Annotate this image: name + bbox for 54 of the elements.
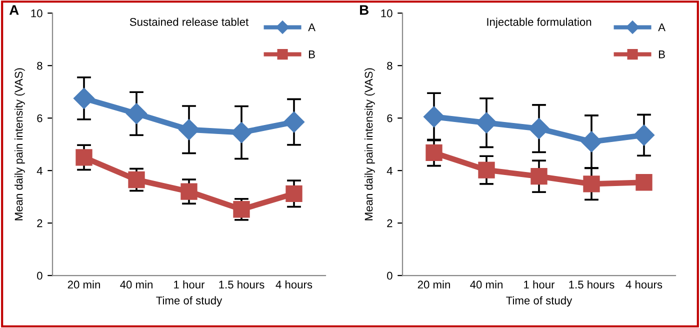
y-tick-label: 6 (37, 114, 42, 122)
x-axis-title: Time of study (156, 296, 222, 307)
point (426, 144, 442, 162)
point (230, 122, 252, 144)
x-tick-label: 20 min (418, 280, 450, 289)
point (530, 168, 548, 185)
x-tick-label: 40 min (470, 280, 502, 289)
point (76, 149, 92, 166)
legend-label: A (308, 24, 316, 32)
point (423, 106, 445, 128)
text: B (360, 5, 368, 15)
y-tick-label: 2 (387, 219, 392, 228)
x-tick-label: 4 hours (626, 280, 662, 289)
y-tick-label: 0 (37, 272, 42, 280)
point (528, 118, 550, 140)
text: A (9, 5, 19, 15)
point (633, 124, 655, 146)
point (580, 131, 602, 152)
y-tick-label: 10 (31, 9, 42, 18)
legend-label: A (658, 24, 666, 32)
point (583, 176, 600, 192)
chart-title: Injectable formulation (487, 18, 592, 28)
x-tick-label: 4 hours (276, 280, 312, 289)
point (178, 119, 200, 140)
y-tick-label: 8 (37, 62, 42, 70)
legend-label: B (309, 50, 315, 58)
x-tick-label: 1 hour (524, 280, 555, 289)
point (126, 103, 148, 124)
chart-title: Sustained release tablet (130, 18, 249, 26)
x-tick-label: 1.5 hours (569, 280, 614, 289)
x-tick-label: 1.5 hours (219, 280, 264, 289)
point (478, 162, 495, 178)
point (636, 174, 652, 191)
x-tick-label: 1 hour (174, 280, 205, 289)
legend-label: B (659, 50, 665, 58)
y-tick-label: 4 (386, 166, 392, 175)
x-axis-title: Time of study (506, 296, 572, 307)
point (180, 183, 198, 200)
y-tick-label: 0 (387, 272, 392, 280)
point (73, 88, 95, 109)
y-tick-label: 10 (381, 9, 392, 18)
y-tick-label: 4 (36, 166, 42, 175)
point (233, 201, 250, 218)
point (283, 112, 305, 133)
point (128, 171, 145, 188)
x-tick-label: 20 min (68, 280, 100, 289)
y-tick-label: 6 (387, 114, 392, 122)
y-tick-label: 8 (387, 62, 392, 70)
y-tick-label: 2 (37, 219, 42, 228)
x-tick-label: 40 min (120, 280, 152, 289)
point (476, 112, 498, 134)
y-axis-title: Mean daily pain intensity (VAS) (364, 68, 375, 220)
y-axis-title: Mean daily pain intensity (VAS) (14, 68, 25, 220)
point (286, 185, 302, 202)
